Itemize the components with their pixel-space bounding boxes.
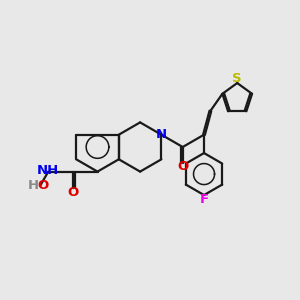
Text: O: O [177,160,188,173]
Text: N: N [156,128,167,141]
Text: O: O [67,186,79,199]
Text: S: S [232,72,242,85]
Text: F: F [200,194,208,206]
Text: H: H [28,179,39,192]
Text: NH: NH [37,164,59,177]
Text: O: O [37,179,48,192]
